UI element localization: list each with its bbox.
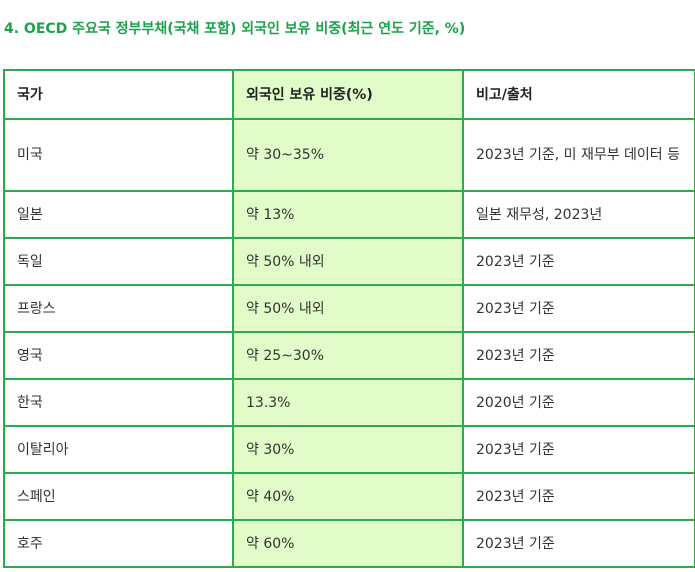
cell-foreign-share: 약 25~30% xyxy=(232,331,464,380)
cell-country: 독일 xyxy=(3,237,234,286)
cell-note-source: 2023년 기준, 미 재무부 데이터 등 xyxy=(462,118,695,192)
cell-foreign-share: 약 30% xyxy=(232,425,464,474)
cell-country: 프랑스 xyxy=(3,284,234,333)
table-row: 미국 약 30~35% 2023년 기준, 미 재무부 데이터 등 xyxy=(3,118,695,192)
table-row: 프랑스 약 50% 내외 2023년 기준 xyxy=(3,284,695,333)
cell-country: 스페인 xyxy=(3,472,234,521)
foreign-holding-table: 국가 외국인 보유 비중(%) 비고/출처 미국 약 30~35% 2023년 … xyxy=(3,69,695,568)
cell-country: 한국 xyxy=(3,378,234,427)
cell-note-source: 2023년 기준 xyxy=(462,472,695,521)
table-row: 한국 13.3% 2020년 기준 xyxy=(3,378,695,427)
cell-country: 일본 xyxy=(3,190,234,239)
table-row: 영국 약 25~30% 2023년 기준 xyxy=(3,331,695,380)
table-row: 일본 약 13% 일본 재무성, 2023년 xyxy=(3,190,695,239)
cell-country: 미국 xyxy=(3,118,234,192)
cell-foreign-share: 약 13% xyxy=(232,190,464,239)
cell-note-source: 2023년 기준 xyxy=(462,237,695,286)
cell-foreign-share: 약 60% xyxy=(232,519,464,568)
cell-note-source: 일본 재무성, 2023년 xyxy=(462,190,695,239)
table-row: 독일 약 50% 내외 2023년 기준 xyxy=(3,237,695,286)
cell-foreign-share: 약 40% xyxy=(232,472,464,521)
table-row: 이탈리아 약 30% 2023년 기준 xyxy=(3,425,695,474)
header-note-source: 비고/출처 xyxy=(462,69,695,120)
cell-foreign-share: 약 50% 내외 xyxy=(232,284,464,333)
table-row: 스페인 약 40% 2023년 기준 xyxy=(3,472,695,521)
cell-country: 이탈리아 xyxy=(3,425,234,474)
cell-country: 영국 xyxy=(3,331,234,380)
cell-note-source: 2023년 기준 xyxy=(462,519,695,568)
header-country: 국가 xyxy=(3,69,234,120)
cell-foreign-share: 약 50% 내외 xyxy=(232,237,464,286)
cell-note-source: 2023년 기준 xyxy=(462,331,695,380)
cell-country: 호주 xyxy=(3,519,234,568)
section-heading: 4. OECD 주요국 정부부채(국채 포함) 외국인 보유 비중(최근 연도 … xyxy=(4,21,466,37)
cell-note-source: 2020년 기준 xyxy=(462,378,695,427)
table-row: 호주 약 60% 2023년 기준 xyxy=(3,519,695,568)
cell-foreign-share: 13.3% xyxy=(232,378,464,427)
header-foreign-share: 외국인 보유 비중(%) xyxy=(232,69,464,120)
table-header-row: 국가 외국인 보유 비중(%) 비고/출처 xyxy=(3,69,695,120)
cell-note-source: 2023년 기준 xyxy=(462,284,695,333)
cell-note-source: 2023년 기준 xyxy=(462,425,695,474)
cell-foreign-share: 약 30~35% xyxy=(232,118,464,192)
